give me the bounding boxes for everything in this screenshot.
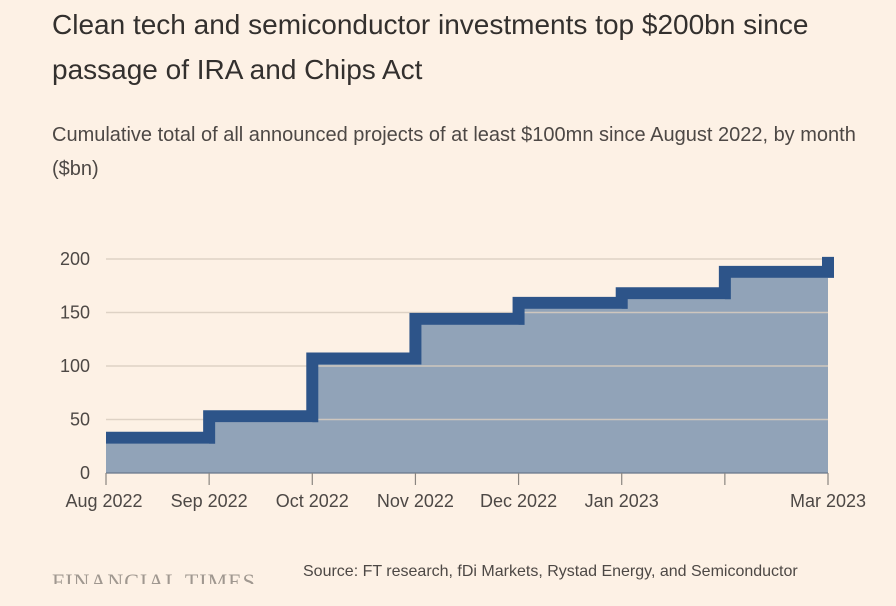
- y-tick-label-200: 200: [60, 249, 90, 269]
- chart-subtitle: Cumulative total of all announced projec…: [52, 124, 856, 180]
- y-tick-label-50: 50: [70, 410, 90, 430]
- y-tick-label-150: 150: [60, 303, 90, 323]
- x-tick-label: Aug 2022: [65, 491, 142, 511]
- series-line: [106, 256, 834, 444]
- source-note: Source: FT research, fDi Markets, Rystad…: [303, 563, 798, 580]
- x-tick-label: Mar 2023: [790, 491, 866, 511]
- y-tick-label-0: 0: [80, 463, 90, 483]
- x-tick-label: Nov 2022: [377, 491, 454, 511]
- x-tick-label: Oct 2022: [276, 491, 349, 511]
- x-tick-label: Dec 2022: [480, 491, 557, 511]
- area-fill: [106, 262, 828, 473]
- y-tick-label-100: 100: [60, 356, 90, 376]
- chart-title: Clean tech and semiconductor investments…: [52, 9, 809, 85]
- x-tick-label: Jan 2023: [585, 491, 659, 511]
- x-tick-label: Sep 2022: [171, 491, 248, 511]
- ft-logo: FINANCIAL TIMES: [52, 569, 256, 584]
